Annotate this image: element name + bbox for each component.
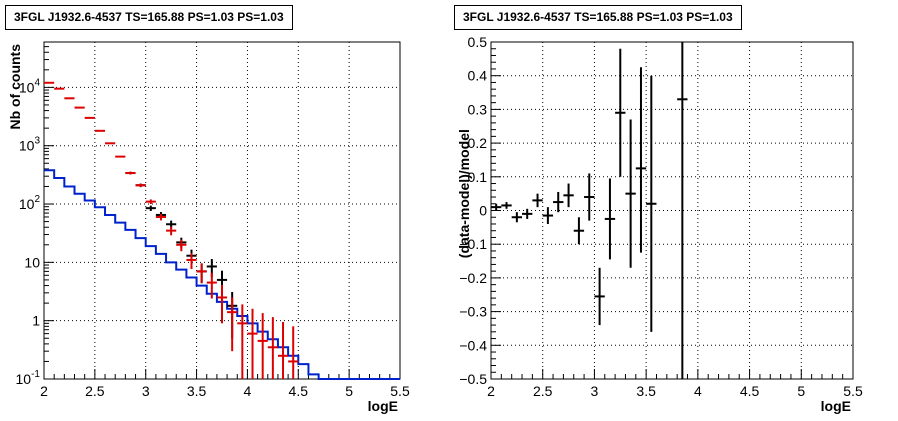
y-tick-label: 10-1: [16, 369, 41, 387]
x-tick-label: 4: [244, 383, 252, 399]
x-axis-label: logE: [821, 398, 851, 414]
y-tick-label: 103: [19, 136, 41, 154]
x-tick-label: 2.5: [85, 383, 105, 399]
x-tick-label: 4.5: [740, 383, 760, 399]
x-axis-label: logE: [368, 398, 398, 414]
plot-area: [44, 42, 400, 379]
x-tick-label: 5.5: [843, 383, 863, 399]
y-tick-label: 0.5: [468, 34, 488, 50]
x-tick-label: 3.5: [636, 383, 656, 399]
y-tick-label: 0.3: [468, 101, 488, 117]
y-tick-label: 104: [19, 77, 41, 95]
y-tick-label: 0.2: [468, 135, 488, 151]
y-tick-label: 1: [32, 313, 40, 329]
plot-frame: [43, 41, 401, 380]
y-tick-label: −0.5: [459, 371, 487, 387]
x-tick-label: 4.5: [289, 383, 309, 399]
x-tick-label: 5: [345, 383, 353, 399]
counts-panel: 2 2.5 3 3.5 4 4.5 5 5.5 10-1 1 10 102 103 104 logE Nb o…: [5, 5, 410, 414]
x-tick-label: 4: [694, 383, 702, 399]
x-tick-label: 3: [591, 383, 599, 399]
y-tick-label: −0.3: [459, 304, 487, 320]
y-tick-label: −0.2: [459, 270, 487, 286]
residuals-panel: 2 2.5 3 3.5 4 4.5 5 5.5 −0.5 −0.4 −0.3 −0.2 −0.1 0 0.1…: [449, 0, 898, 421]
residuals-chart-title: 3FGL J1932.6-4537 TS=165.88 PS=1.03 PS=1…: [454, 5, 742, 30]
y-tick-label: 0: [479, 203, 487, 219]
y-tick-label: 0.1: [468, 169, 488, 185]
y-tick-label: −0.4: [459, 337, 487, 353]
y-tick-label: 0.4: [468, 68, 488, 84]
x-tick-label: 5.5: [390, 383, 410, 399]
x-tick-label: 3.5: [187, 383, 207, 399]
counts-chart-title: 3FGL J1932.6-4537 TS=165.88 PS=1.03 PS=1…: [5, 5, 293, 30]
x-tick-label: 2: [40, 383, 48, 399]
x-tick-label: 2: [487, 383, 495, 399]
x-tick-label: 2.5: [533, 383, 553, 399]
residuals-chart: 2 2.5 3 3.5 4 4.5 5 5.5 −0.5 −0.4 −0.3 −0.2 −0.1 0 0.1…: [456, 34, 863, 414]
residual-series: [491, 42, 688, 379]
y-axis-label: Nb of counts: [7, 44, 23, 130]
y-tick-label: 102: [19, 194, 41, 212]
counts-histogram-chart: 2 2.5 3 3.5 4 4.5 5 5.5 10-1 1 10 102 103 104 logE Nb o…: [7, 41, 410, 414]
y-tick-label: −0.1: [459, 236, 487, 252]
model-step-line: [44, 169, 400, 380]
y-axis-label: (data-model)/model: [456, 129, 472, 258]
x-tick-label: 3: [142, 383, 150, 399]
red-data-series: [44, 81, 299, 379]
y-tick-label: 10: [24, 254, 40, 270]
x-tick-label: 5: [797, 383, 805, 399]
